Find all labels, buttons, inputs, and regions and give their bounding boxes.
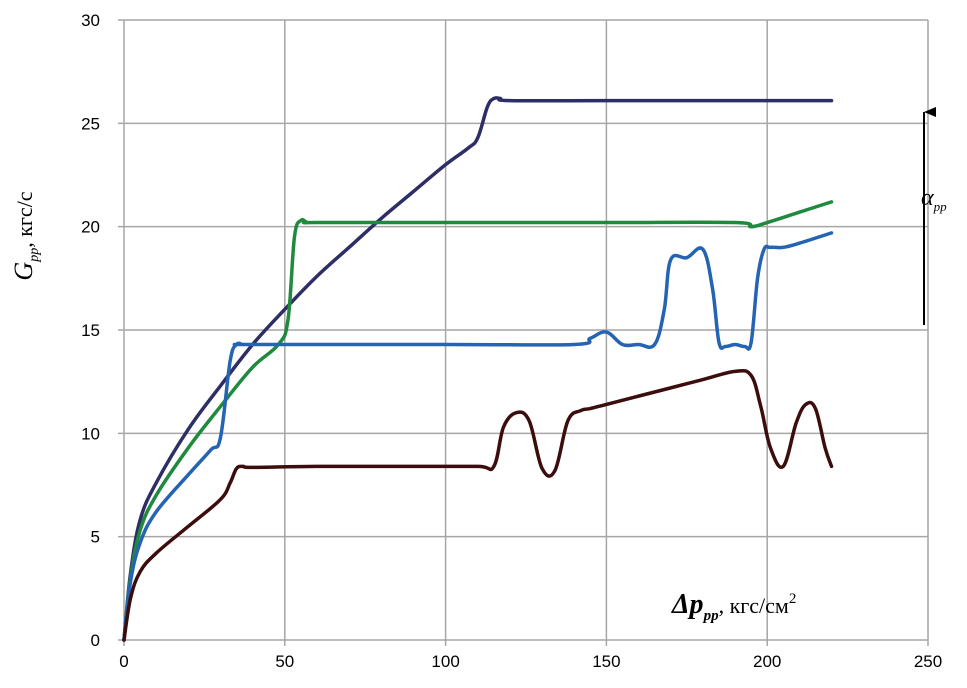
x-axis-unit-superscript: 2 <box>789 591 797 607</box>
x-tick-label: 50 <box>275 652 294 671</box>
x-tick-label: 200 <box>753 652 781 671</box>
annotation-label: αpp <box>921 185 947 214</box>
y-tick-label: 10 <box>81 424 100 443</box>
x-axis-label: Δppp, кгс/см2 <box>671 589 796 624</box>
y-tick-label: 25 <box>81 114 100 133</box>
x-tick-label: 250 <box>914 652 942 671</box>
annotation-symbol: α <box>921 185 934 211</box>
x-tick-labels: 0 50 100 150 200 250 <box>119 652 942 671</box>
series-line-1 <box>122 96 834 642</box>
y-axis-label: Gpp, кгс/с <box>9 191 42 280</box>
x-axis-subscript: pp <box>702 608 720 624</box>
axes <box>118 19 929 646</box>
series-line-3 <box>122 231 834 642</box>
y-axis-subscript: pp <box>27 248 42 263</box>
y-tick-label: 5 <box>91 528 100 547</box>
y-tick-label: 20 <box>81 218 100 237</box>
y-axis-symbol: G <box>9 262 38 281</box>
y-tick-labels: 0 5 10 15 20 25 30 <box>81 11 100 650</box>
series-line-4 <box>122 368 834 642</box>
grid <box>124 19 929 640</box>
x-tick-label: 150 <box>592 652 620 671</box>
y-tick-label: 15 <box>81 321 100 340</box>
x-tick-label: 0 <box>119 652 128 671</box>
y-axis-unit: , кгс/с <box>12 191 37 248</box>
x-tick-label: 100 <box>431 652 459 671</box>
annotation-subscript: pp <box>933 199 948 214</box>
x-axis-unit: , кгс/см <box>719 593 789 618</box>
series-line-2 <box>122 200 834 642</box>
y-tick-label: 30 <box>81 11 100 30</box>
series-group <box>122 96 834 642</box>
x-axis-symbol: Δp <box>671 589 704 620</box>
y-tick-label: 0 <box>91 631 100 650</box>
